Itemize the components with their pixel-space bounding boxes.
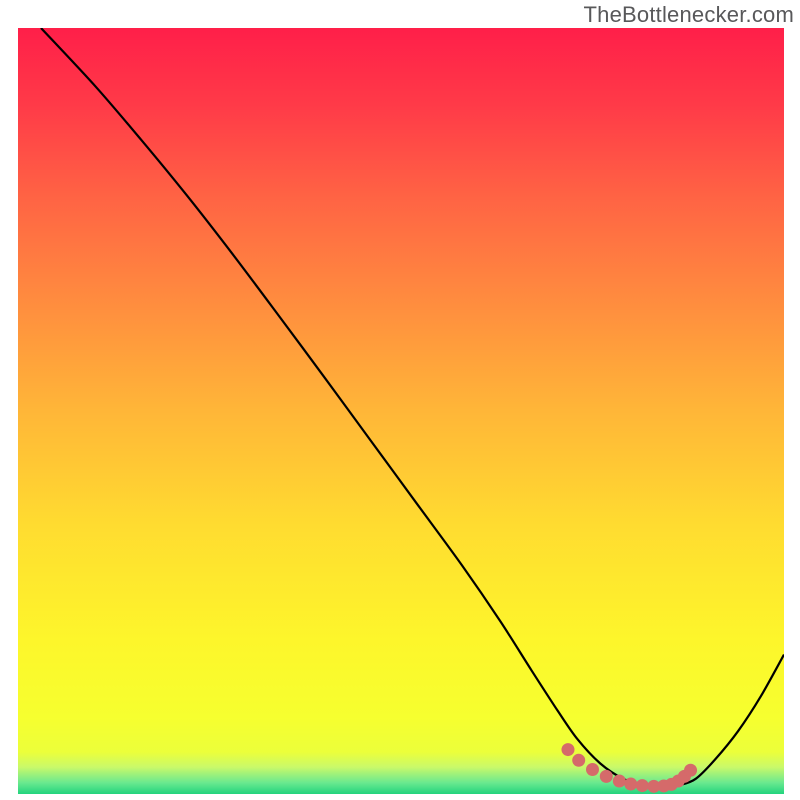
trough-marker (624, 778, 637, 791)
trough-marker (572, 754, 585, 767)
trough-marker (684, 764, 697, 777)
trough-marker (561, 743, 574, 756)
chart-stage: TheBottlenecker.com (0, 0, 800, 800)
bottleneck-chart (18, 28, 784, 794)
gradient-background (18, 28, 784, 794)
trough-marker (613, 774, 626, 787)
trough-marker (636, 779, 649, 792)
trough-marker (600, 770, 613, 783)
trough-marker (586, 763, 599, 776)
watermark-text: TheBottlenecker.com (584, 2, 794, 28)
